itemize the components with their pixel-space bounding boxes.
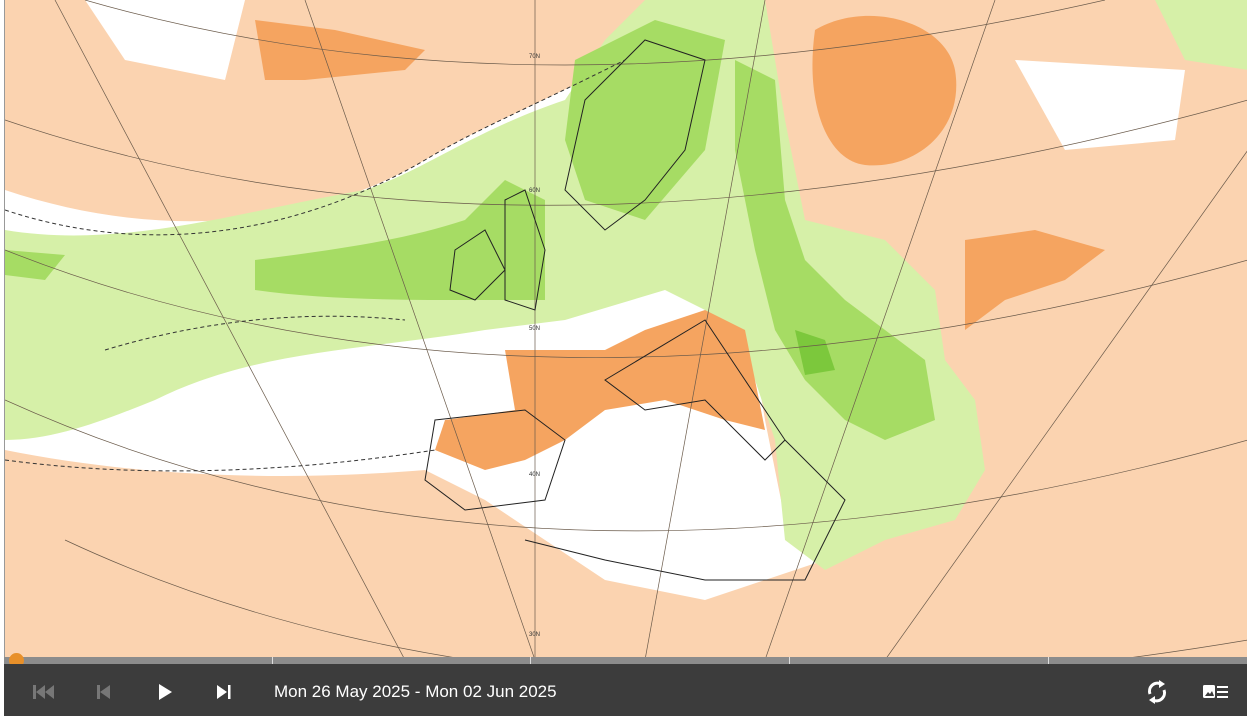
latitude-label: 30N <box>529 632 540 638</box>
green-region <box>255 180 545 300</box>
coastlines <box>424 39 846 581</box>
neutral-region <box>85 0 245 80</box>
last-frame-button[interactable] <box>210 678 238 706</box>
light-green-region <box>1155 0 1247 70</box>
skip-to-end-icon <box>217 685 231 699</box>
timeline-tick <box>789 657 790 664</box>
green-region <box>5 250 65 280</box>
orange-region <box>965 230 1105 330</box>
skip-to-start-icon <box>33 685 54 699</box>
orange-region <box>812 15 957 166</box>
neutral-region <box>1015 60 1185 150</box>
latitude-label: 60N <box>529 188 540 194</box>
play-button[interactable] <box>151 678 179 706</box>
previous-frame-button[interactable] <box>90 678 118 706</box>
loop-icon <box>1148 680 1166 704</box>
player-controls: Mon 26 May 2025 - Mon 02 Jun 2025 <box>4 664 1247 716</box>
orange-region <box>255 20 425 80</box>
green-region <box>735 60 935 440</box>
latitude-label: 50N <box>529 326 540 332</box>
timeline-tick <box>272 657 273 664</box>
timeline-slider[interactable] <box>4 653 1247 668</box>
latitude-label: 70N <box>529 54 540 60</box>
loop-button[interactable] <box>1143 678 1171 706</box>
timeline-tick <box>1048 657 1049 664</box>
dark-green-region <box>795 330 835 375</box>
latitude-label: 40N <box>529 472 540 478</box>
anomaly-map-svg: 70N 60N 50N 40N 30N <box>5 0 1247 660</box>
image-legend-icon <box>1203 685 1228 698</box>
first-frame-button[interactable] <box>30 678 58 706</box>
orange-region <box>435 310 765 470</box>
step-back-icon <box>97 685 110 699</box>
timeline-tick <box>530 657 531 664</box>
play-icon <box>159 684 172 700</box>
date-range: Mon 26 May 2025 - Mon 02 Jun 2025 <box>274 682 557 701</box>
significance-contours <box>5 59 626 472</box>
legend-button[interactable] <box>1202 678 1230 706</box>
forecast-map: 70N 60N 50N 40N 30N <box>4 0 1247 660</box>
graticule <box>5 0 1247 660</box>
